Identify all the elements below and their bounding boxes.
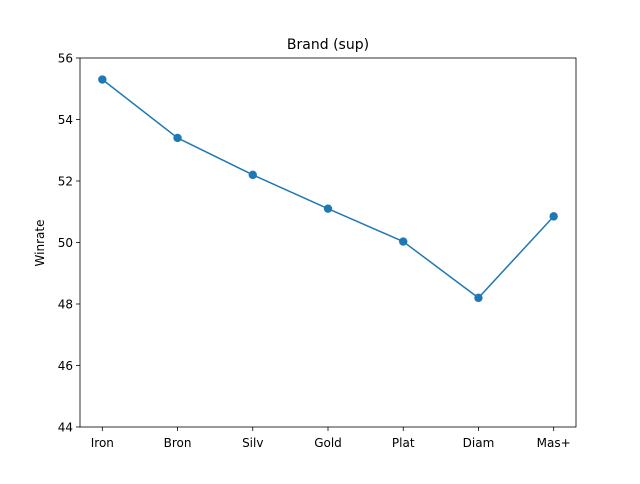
data-point <box>399 237 408 246</box>
plot-frame <box>79 57 577 428</box>
x-tick-label: Iron <box>91 436 114 450</box>
y-tick-label: 48 <box>58 298 73 312</box>
y-tick-label: 54 <box>58 113 73 127</box>
y-tick-label: 56 <box>58 52 73 66</box>
x-tick-label: Silv <box>242 436 263 450</box>
data-point <box>173 133 182 143</box>
plot-area: 44 46 48 50 52 54 56 Iron Bron Silv Gold Plat Diam Ma… <box>58 52 577 450</box>
data-point <box>98 75 107 84</box>
x-tick-label: Mas+ <box>537 436 571 450</box>
y-tick-label: 50 <box>58 236 73 250</box>
chart-title: Brand (sup) <box>287 37 369 53</box>
data-point <box>549 212 558 221</box>
y-tick-label: 46 <box>58 359 73 373</box>
data-point <box>323 204 333 213</box>
x-tick-label: Plat <box>392 436 415 450</box>
data-point <box>248 170 257 180</box>
data-point <box>474 293 483 303</box>
x-tick-label: Diam <box>463 436 495 450</box>
y-tick-label: 44 <box>58 421 73 435</box>
x-tick-label: Gold <box>314 436 342 450</box>
y-axis-label: Winrate <box>33 220 47 267</box>
y-tick-label: 52 <box>58 175 73 189</box>
x-tick-label: Bron <box>164 436 192 450</box>
